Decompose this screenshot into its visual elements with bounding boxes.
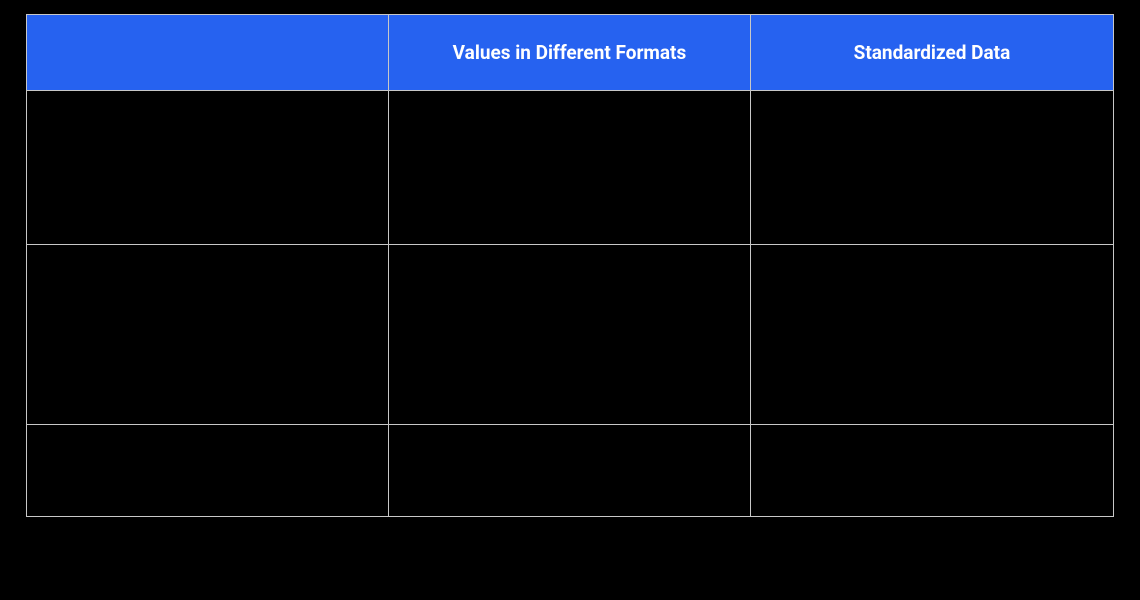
table-cell	[27, 245, 389, 425]
table-row	[27, 425, 1114, 517]
table-cell	[388, 91, 750, 245]
table-header-empty	[27, 15, 389, 91]
table-cell	[750, 91, 1113, 245]
table-cell	[27, 425, 389, 517]
table-header-standardized: Standardized Data	[750, 15, 1113, 91]
table-header-row: Values in Different Formats Standardized…	[27, 15, 1114, 91]
data-standardization-table: Values in Different Formats Standardized…	[26, 14, 1114, 517]
table-cell	[750, 245, 1113, 425]
table-header-values: Values in Different Formats	[388, 15, 750, 91]
table-cell	[27, 91, 389, 245]
table-row	[27, 91, 1114, 245]
table-row	[27, 245, 1114, 425]
table-cell	[388, 245, 750, 425]
table: Values in Different Formats Standardized…	[26, 14, 1114, 517]
table-cell	[388, 425, 750, 517]
table-cell	[750, 425, 1113, 517]
